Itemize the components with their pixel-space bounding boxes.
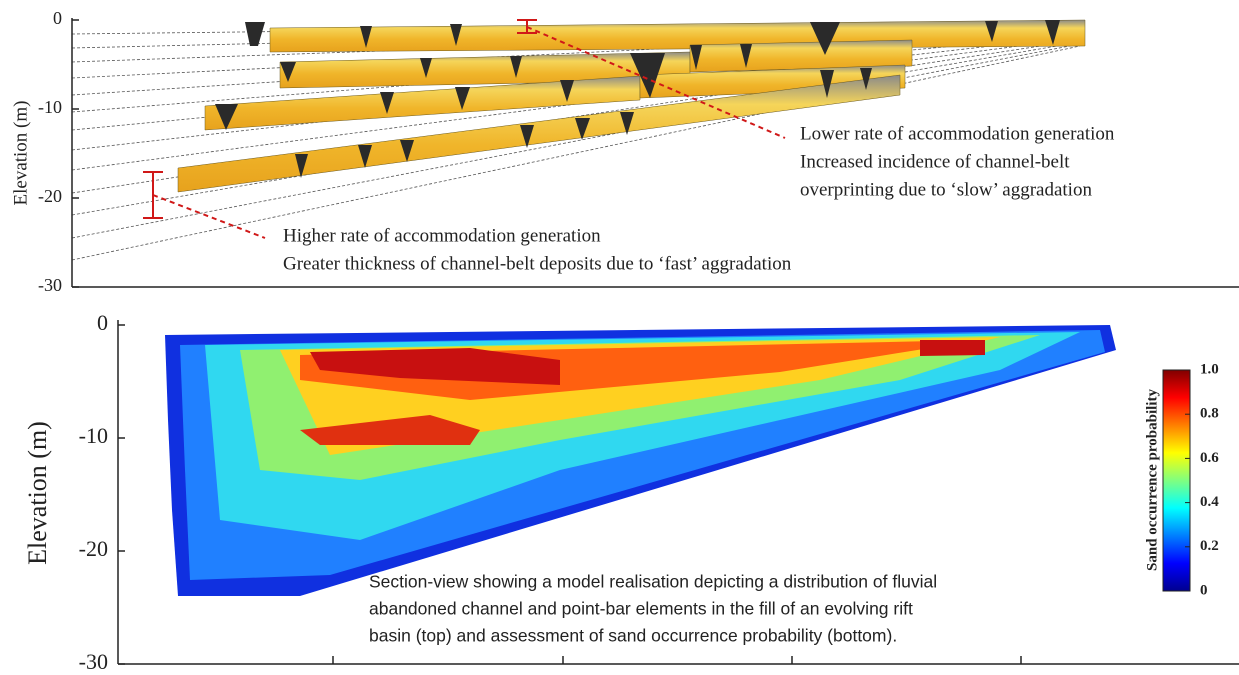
annotation: Higher rate of accommodation generation [283,225,601,246]
y-tick-label: -20 [38,186,62,206]
annotation: overprinting due to ‘slow’ aggradation [800,179,1092,200]
y-tick-label: -30 [38,275,62,295]
colorbar-tick-label: 0.4 [1200,494,1219,510]
colorbar-label: Sand occurrence probability [1144,389,1160,571]
y-tick-label: -10 [79,423,108,448]
annotation: Increased incidence of channel-belt [800,151,1070,172]
colorbar-tick-label: 0 [1200,582,1208,598]
figure: Lower rate of accommodation generation I… [0,0,1239,675]
page: Lower rate of accommodation generation I… [0,0,1239,675]
annotation: Greater thickness of channel-belt deposi… [283,253,792,274]
caption: basin (top) and assessment of sand occur… [369,626,897,646]
y-axis-label: Elevation (m) [23,421,52,565]
y-tick-label: 0 [53,8,62,28]
y-tick-label: -30 [79,649,108,674]
colorbar-tick-label: 1.0 [1200,361,1219,377]
caption: abandoned channel and point-bar elements… [369,599,913,619]
y-tick-label: -10 [38,97,62,117]
colorbar [1163,370,1190,591]
probability-field [165,325,1116,596]
colorbar-tick-label: 0.6 [1200,450,1219,466]
colorbar-tick-label: 0.2 [1200,538,1219,554]
annotation: Lower rate of accommodation generation [800,123,1115,144]
y-axis-label: Elevation (m) [10,101,31,206]
colorbar-tick-label: 0.8 [1200,406,1219,422]
y-tick-label: -20 [79,536,108,561]
caption: Section-view showing a model realisation… [369,572,937,592]
y-tick-label: 0 [97,310,108,335]
